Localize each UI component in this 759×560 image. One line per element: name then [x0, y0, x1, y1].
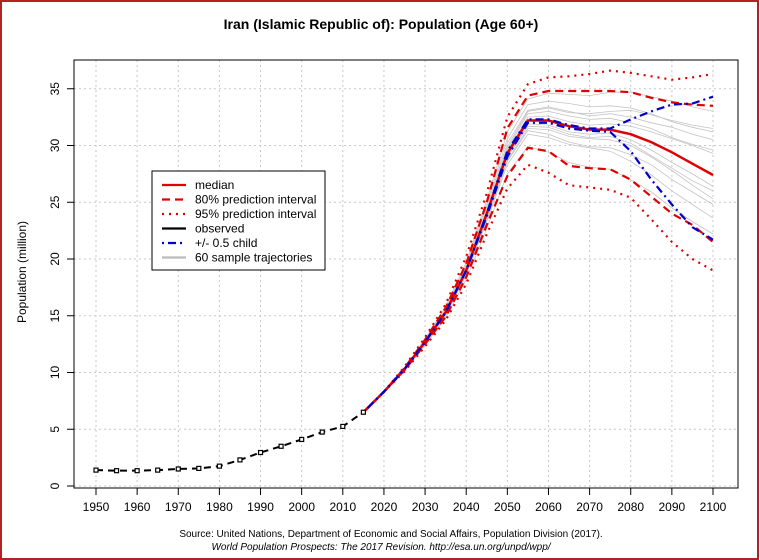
trajectory-line: [363, 91, 714, 413]
legend-label: +/- 0.5 child: [195, 236, 257, 250]
observed-point: [113, 468, 120, 474]
y-tick-label: 10: [48, 366, 62, 380]
observed-point: [340, 423, 346, 430]
x-tick-label: 1990: [247, 500, 274, 514]
observed-point: [155, 467, 161, 473]
series-line-80-prediction-interval: [362, 146, 714, 413]
y-tick-label: 25: [48, 195, 62, 209]
trajectory-line: [363, 125, 714, 413]
series-line-95-prediction-interval: [362, 163, 714, 413]
y-tick-label: 35: [48, 82, 62, 96]
observed-point: [299, 436, 305, 443]
trajectory-line: [363, 133, 714, 413]
trajectory-line: [363, 123, 714, 413]
observed-point: [237, 457, 243, 463]
observed-point: [93, 467, 99, 473]
observed-point: [319, 429, 325, 435]
grid: [74, 60, 738, 488]
trajectory-line: [363, 130, 714, 413]
trajectory-line: [363, 106, 714, 413]
series-line-0-5-child: [362, 95, 714, 413]
x-tick-label: 2090: [659, 500, 686, 514]
sample-trajectories: [363, 91, 714, 413]
x-tick-label: 2010: [329, 500, 356, 514]
trajectory-line: [363, 100, 714, 413]
series-line-median: [362, 119, 714, 414]
y-tick-label: 0: [48, 482, 62, 489]
observed-series: [93, 409, 366, 474]
legend-label: median: [195, 178, 234, 192]
trajectory-line: [363, 110, 714, 413]
y-tick-label: 15: [48, 309, 62, 323]
series-lines: [362, 69, 714, 414]
x-tick-label: 2040: [453, 500, 480, 514]
x-tick-label: 2020: [371, 500, 398, 514]
legend-label: observed: [195, 222, 244, 236]
y-tick-label: 20: [48, 252, 62, 266]
trajectory-line: [363, 115, 714, 413]
chart-title: Iran (Islamic Republic of): Population (…: [224, 16, 539, 32]
y-axis-label: Population (million): [15, 221, 29, 323]
x-tick-label: 2080: [617, 500, 644, 514]
series-line-0-5-child: [362, 121, 714, 413]
observed-point: [360, 409, 366, 415]
series-line-95-prediction-interval: [362, 69, 714, 413]
legend-label: 60 sample trajectories: [195, 251, 312, 265]
y-tick-label: 5: [48, 426, 62, 433]
x-tick-label: 2000: [288, 500, 315, 514]
observed-point: [196, 465, 202, 472]
x-tick-label: 2060: [535, 500, 562, 514]
observed-point: [216, 463, 222, 469]
observed-line: [95, 411, 364, 472]
observed-point: [278, 443, 284, 449]
x-tick-label: 2050: [494, 500, 521, 514]
observed-point: [175, 466, 181, 472]
x-tick-label: 2100: [700, 500, 727, 514]
y-tick-label: 30: [48, 139, 62, 153]
axes: 1950 1960 1970 1980 1990 2000 2010 2020 2030 2040…: [48, 82, 727, 514]
x-tick-label: 1960: [124, 500, 151, 514]
x-tick-label: 2070: [576, 500, 603, 514]
legend-label: 95% prediction interval: [195, 207, 316, 221]
observed-point: [134, 468, 140, 474]
x-tick-label: 1950: [83, 500, 110, 514]
x-tick-label: 2030: [412, 500, 439, 514]
observed-point: [257, 449, 264, 456]
legend-box: [151, 170, 326, 271]
x-tick-label: 1970: [165, 500, 192, 514]
legend-label: 80% prediction interval: [195, 193, 316, 207]
source-line-1: Source: United Nations, Department of Ec…: [179, 529, 602, 540]
source-line-2: World Population Prospects: The 2017 Rev…: [211, 542, 551, 553]
series-line-80-prediction-interval: [362, 89, 714, 413]
plot-frame: [73, 59, 739, 489]
x-tick-label: 1980: [206, 500, 233, 514]
trajectory-line: [363, 107, 714, 413]
